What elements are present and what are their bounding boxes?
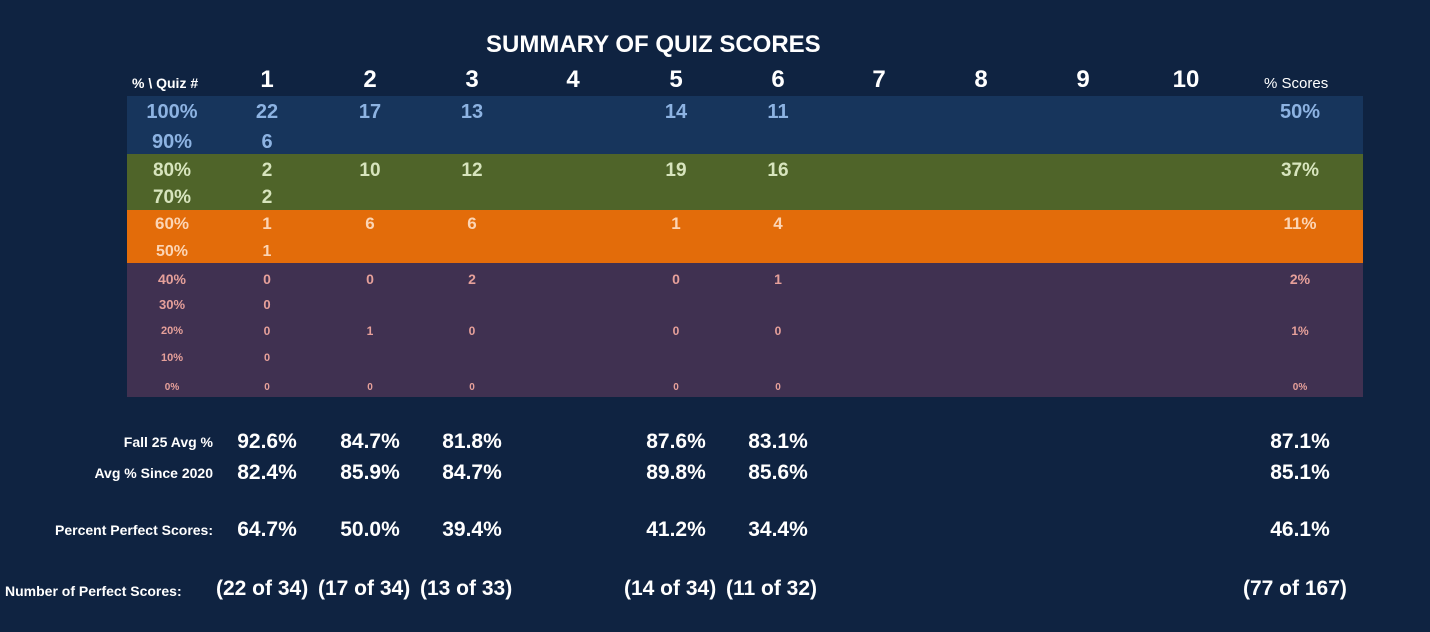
quiz-number-4: 4 [566, 66, 580, 93]
avg-since-2020-value: 82.4% [237, 461, 297, 484]
percent-perfect-value: 39.4% [442, 518, 502, 541]
fall-avg-value: 84.7% [340, 430, 400, 453]
percent-perfect-value: 41.2% [646, 518, 706, 541]
fall-avg-total: 87.1% [1270, 430, 1330, 453]
band-orange [127, 210, 1363, 263]
fall-avg-value: 83.1% [748, 430, 808, 453]
quiz-number-2: 2 [363, 66, 377, 93]
fall-avg-value: 81.8% [442, 430, 502, 453]
number-perfect-value: (14 of 34) [624, 577, 717, 600]
quiz-number-7: 7 [872, 66, 886, 93]
quiz-number-9: 9 [1076, 66, 1090, 93]
avg-since-2020-label: Avg % Since 2020 [94, 465, 213, 481]
pct-scores-header: % Scores [1264, 75, 1329, 92]
corner-label: % \ Quiz # [132, 75, 199, 91]
quiz-number-6: 6 [771, 66, 785, 93]
fall-avg-value: 87.6% [646, 430, 706, 453]
percent-perfect-value: 64.7% [237, 518, 297, 541]
fall-avg-label: Fall 25 Avg % [123, 434, 213, 450]
avg-since-2020-value: 89.8% [646, 461, 706, 484]
percent-perfect-label: Percent Perfect Scores: [55, 522, 213, 538]
number-perfect-label: Number of Perfect Scores: [5, 583, 182, 599]
quiz-number-10: 10 [1172, 66, 1200, 93]
band-purple [127, 263, 1363, 397]
band-green [127, 154, 1363, 210]
percent-perfect-value: 50.0% [340, 518, 400, 541]
quiz-number-8: 8 [974, 66, 988, 93]
avg-since-2020-value: 85.6% [748, 461, 808, 484]
number-perfect-value: (13 of 33) [420, 577, 513, 600]
percent-perfect-total: 46.1% [1270, 518, 1330, 541]
quiz-number-5: 5 [669, 66, 683, 93]
quiz-number-3: 3 [465, 66, 479, 93]
number-perfect-value: (11 of 32) [726, 577, 818, 600]
avg-since-2020-total: 85.1% [1270, 461, 1330, 484]
number-perfect-total: (77 of 167) [1243, 577, 1347, 600]
fall-avg-value: 92.6% [237, 430, 297, 453]
quiz-number-1: 1 [260, 66, 274, 93]
percent-perfect-value: 34.4% [748, 518, 808, 541]
band-top [127, 96, 1363, 154]
avg-since-2020-value: 84.7% [442, 461, 502, 484]
page-title: SUMMARY OF QUIZ SCORES [486, 31, 821, 58]
avg-since-2020-value: 85.9% [340, 461, 400, 484]
number-perfect-value: (22 of 34) [216, 577, 309, 600]
number-perfect-value: (17 of 34) [318, 577, 411, 600]
